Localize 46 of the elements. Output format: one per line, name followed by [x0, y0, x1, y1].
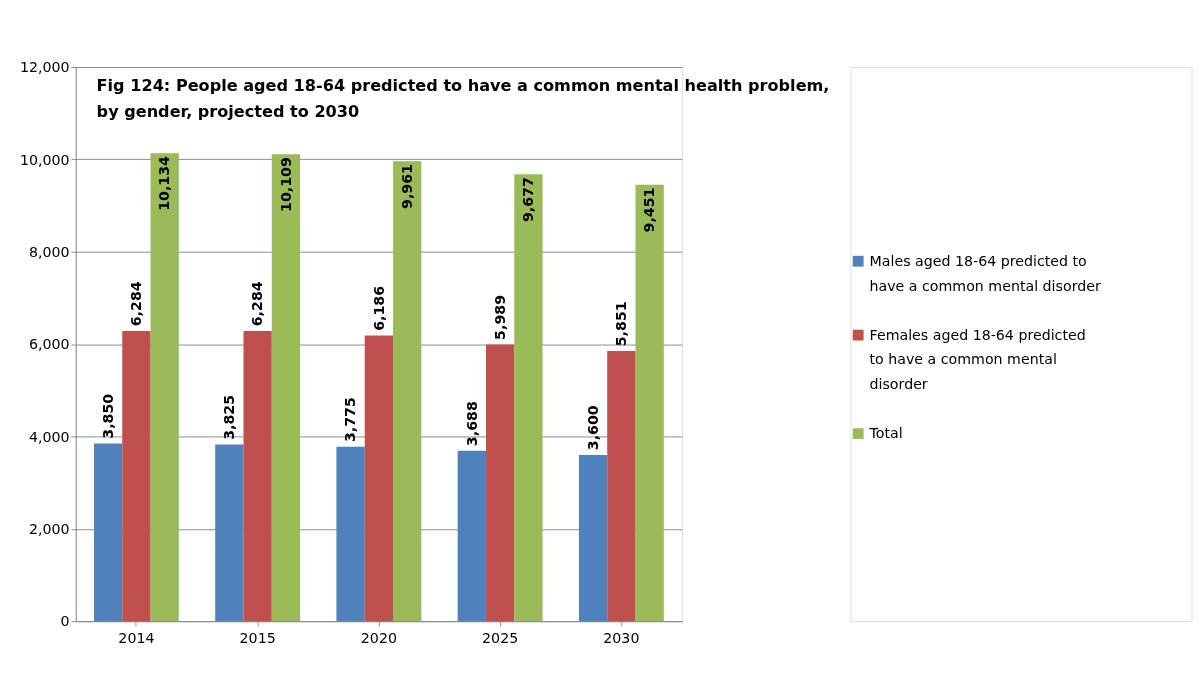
bar: [635, 184, 664, 622]
bar: [514, 174, 543, 622]
data-label: 6,186: [370, 285, 387, 331]
data-label: 3,850: [99, 393, 116, 439]
y-tick-label: 12,000: [19, 59, 70, 76]
bar: [243, 330, 272, 622]
bar: [93, 443, 123, 622]
data-label: 5,989: [491, 294, 508, 340]
data-label: 6,284: [249, 281, 266, 327]
y-tick-label: 10,000: [19, 151, 70, 168]
data-label: 9,451: [641, 187, 658, 233]
data-label: 10,109: [277, 157, 294, 212]
legend-label: Total: [868, 425, 903, 442]
text: Fig 124: People aged 18-64 predicted to have a common mental health problem, by gender, projected to 2030: [96, 75, 830, 122]
data-label: 3,600: [584, 405, 601, 451]
y-tick-label: 4,000: [28, 428, 70, 445]
legend-label: Males aged 18-64 predicted to have a common mental disorder: [869, 252, 1101, 294]
bar: [364, 335, 394, 622]
y-tick-label: 0: [60, 613, 70, 630]
data-label: 10,134: [156, 155, 173, 211]
x-tick-label: 2015: [239, 630, 276, 647]
data-label: 3,775: [342, 397, 359, 443]
bar: [336, 446, 365, 622]
bar: [271, 154, 301, 622]
data-label: 5,851: [613, 301, 630, 347]
bar: [393, 161, 422, 622]
bar: [607, 350, 636, 622]
x-tick-label: 2030: [603, 630, 640, 647]
bar: [457, 450, 486, 622]
bar: [485, 344, 515, 622]
x-tick-label: 2014: [118, 630, 155, 647]
x-tick-label: 2025: [482, 630, 519, 647]
y-tick-label: 8,000: [28, 243, 70, 260]
data-label: 9,677: [520, 177, 537, 223]
legend-label: Females aged 18-64 predicted to have a common mental disorder: [869, 326, 1086, 393]
bar: [215, 444, 244, 622]
y-tick-label: 2,000: [28, 521, 70, 538]
bar: [578, 454, 608, 622]
data-label: 9,961: [398, 164, 415, 209]
data-label: 3,688: [463, 401, 480, 447]
bar: [122, 330, 151, 622]
x-tick-label: 2020: [360, 630, 397, 647]
data-label: 6,284: [128, 281, 145, 327]
bar: [150, 153, 179, 622]
y-tick-label: 6,000: [28, 336, 70, 353]
data-label: 3,825: [221, 394, 238, 440]
